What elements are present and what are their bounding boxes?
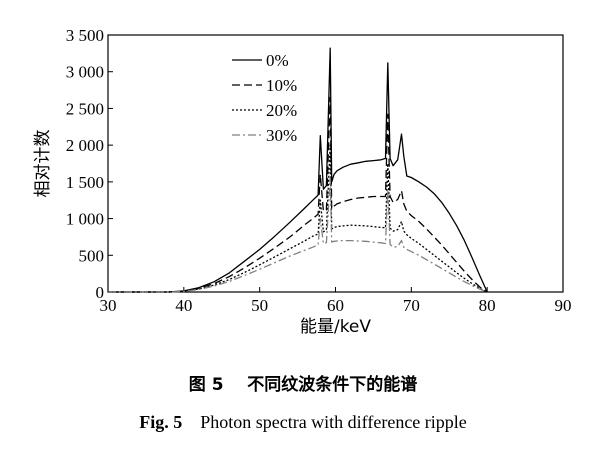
plot-frame — [107, 34, 564, 293]
x-tick-label: 50 — [251, 296, 268, 315]
x-tick-label: 80 — [479, 296, 496, 315]
figure-caption-cn: 图 5 不同纹波条件下的能谱 — [188, 375, 418, 395]
x-axis-title: 能量/keV — [300, 317, 371, 337]
x-tick-label: 70 — [403, 296, 420, 315]
figure-title-en: Photon spectra with difference ripple — [200, 412, 467, 432]
series-line-10pct — [108, 96, 488, 293]
legend-label: 0% — [266, 51, 289, 70]
series-lines — [108, 47, 488, 293]
legend-label: 30% — [266, 126, 297, 145]
y-tick-label: 3 000 — [66, 63, 104, 82]
x-tick-label: 60 — [327, 296, 344, 315]
y-tick-label: 3 500 — [66, 26, 104, 45]
figure-label-en: Fig. 5 — [139, 412, 183, 432]
y-tick-label: 1 500 — [66, 173, 104, 192]
axes — [107, 34, 564, 293]
legend: 0% 10% 20% 30% — [232, 51, 297, 145]
series-line-30pct — [108, 177, 488, 293]
x-tick-label: 90 — [555, 296, 572, 315]
x-tick-label: 40 — [175, 296, 192, 315]
y-tick-label: 500 — [79, 246, 105, 265]
legend-label: 10% — [266, 76, 297, 95]
figure-caption-en: Fig. 5 Photon spectra with difference ri… — [0, 412, 606, 433]
series-line-20pct — [108, 144, 488, 293]
x-tick-label: 30 — [100, 296, 117, 315]
y-tick-label: 2 500 — [66, 99, 104, 118]
series-line-0pct — [108, 47, 488, 293]
legend-label: 20% — [266, 101, 297, 120]
spectrum-chart: 30 40 50 60 70 80 90 0 500 1 000 1 500 2 000 2 500 3 … — [33, 26, 572, 337]
ticks: 30 40 50 60 70 80 90 0 500 1 000 1 500 2 000 2 500 3 … — [66, 26, 572, 315]
y-tick-label: 1 000 — [66, 210, 104, 229]
y-tick-label: 0 — [96, 283, 105, 302]
y-tick-label: 2 000 — [66, 136, 104, 155]
y-axis-title: 相对计数 — [33, 130, 53, 198]
